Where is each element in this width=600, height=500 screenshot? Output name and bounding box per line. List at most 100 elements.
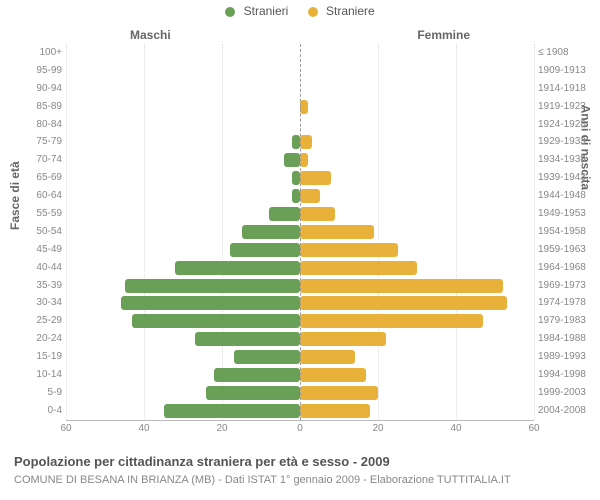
- bar-female: [300, 314, 483, 328]
- bar-female: [300, 153, 308, 167]
- bar-female-container: [300, 279, 503, 293]
- age-label: 95-99: [14, 62, 62, 80]
- bar-male-container: [292, 189, 300, 203]
- bar-female-container: [300, 171, 331, 185]
- bar-female-container: [300, 386, 378, 400]
- bar-male-container: [284, 153, 300, 167]
- bar-female-container: [300, 261, 417, 275]
- bar-female-container: [300, 296, 507, 310]
- birth-label: 2004-2008: [538, 402, 596, 420]
- birth-label: 1979-1983: [538, 312, 596, 330]
- age-label: 0-4: [14, 402, 62, 420]
- bar-female-container: [300, 350, 355, 364]
- x-tick: 20: [372, 423, 383, 434]
- x-tick: 60: [60, 423, 71, 434]
- chart-legend: Stranieri Straniere: [0, 4, 600, 18]
- birth-label: 1994-1998: [538, 366, 596, 384]
- legend-label-female: Straniere: [326, 4, 375, 18]
- bar-male-container: [234, 350, 300, 364]
- bar-female: [300, 279, 503, 293]
- birth-label: 1934-1938: [538, 151, 596, 169]
- bar-female-container: [300, 404, 370, 418]
- age-label: 25-29: [14, 312, 62, 330]
- bar-male: [284, 153, 300, 167]
- age-label: 45-49: [14, 241, 62, 259]
- column-title-female: Femmine: [417, 28, 470, 42]
- bar-male: [121, 296, 300, 310]
- age-label: 35-39: [14, 277, 62, 295]
- bar-male-container: [206, 386, 300, 400]
- bar-male-container: [292, 171, 300, 185]
- bar-female-container: [300, 243, 398, 257]
- bar-female: [300, 189, 320, 203]
- bar-female: [300, 386, 378, 400]
- bar-male-container: [269, 207, 300, 221]
- bar-male: [195, 332, 300, 346]
- bar-female-container: [300, 332, 386, 346]
- bar-female: [300, 404, 370, 418]
- x-tick: 40: [138, 423, 149, 434]
- bar-male-container: [214, 368, 300, 382]
- chart-subtitle: COMUNE DI BESANA IN BRIANZA (MB) - Dati …: [14, 474, 511, 486]
- legend-label-male: Stranieri: [244, 4, 289, 18]
- bar-female-container: [300, 189, 320, 203]
- age-label: 50-54: [14, 223, 62, 241]
- birth-label: 1964-1968: [538, 259, 596, 277]
- bar-male-container: [121, 296, 300, 310]
- bar-male-container: [292, 135, 300, 149]
- bar-female: [300, 171, 331, 185]
- bar-female-container: [300, 135, 312, 149]
- bar-female: [300, 350, 355, 364]
- birth-label: 1974-1978: [538, 294, 596, 312]
- legend-item-male: Stranieri: [225, 4, 288, 18]
- birth-label: 1984-1988: [538, 330, 596, 348]
- birth-label: 1929-1933: [538, 133, 596, 151]
- bar-male: [206, 386, 300, 400]
- x-tick: 60: [528, 423, 539, 434]
- age-label: 80-84: [14, 116, 62, 134]
- age-label: 5-9: [14, 384, 62, 402]
- bar-female: [300, 100, 308, 114]
- x-tick: 40: [450, 423, 461, 434]
- legend-item-female: Straniere: [308, 4, 375, 18]
- age-label: 65-69: [14, 169, 62, 187]
- bar-male: [292, 171, 300, 185]
- bar-female: [300, 332, 386, 346]
- bar-male: [230, 243, 300, 257]
- age-label: 15-19: [14, 348, 62, 366]
- bar-male-container: [125, 279, 301, 293]
- bar-female-container: [300, 100, 308, 114]
- legend-dot-female: [308, 7, 318, 17]
- birth-label: ≤ 1908: [538, 44, 596, 62]
- age-label: 60-64: [14, 187, 62, 205]
- birth-label: 1954-1958: [538, 223, 596, 241]
- bar-male: [214, 368, 300, 382]
- age-label: 75-79: [14, 133, 62, 151]
- bar-female-container: [300, 153, 308, 167]
- age-label: 100+: [14, 44, 62, 62]
- bar-male: [125, 279, 301, 293]
- bar-male-container: [195, 332, 300, 346]
- bar-male: [175, 261, 300, 275]
- bar-female-container: [300, 207, 335, 221]
- birth-label: 1939-1943: [538, 169, 596, 187]
- birth-label: 1969-1973: [538, 277, 596, 295]
- birth-label: 1989-1993: [538, 348, 596, 366]
- gridline: [534, 44, 535, 420]
- bar-female-container: [300, 314, 483, 328]
- birth-label: 1999-2003: [538, 384, 596, 402]
- column-title-male: Maschi: [130, 28, 171, 42]
- age-label: 90-94: [14, 80, 62, 98]
- bar-female: [300, 368, 366, 382]
- age-label: 55-59: [14, 205, 62, 223]
- x-tick: 20: [216, 423, 227, 434]
- birth-label: 1909-1913: [538, 62, 596, 80]
- legend-dot-male: [225, 7, 235, 17]
- bar-male: [269, 207, 300, 221]
- birth-label: 1924-1928: [538, 116, 596, 134]
- bar-female: [300, 261, 417, 275]
- bar-male-container: [132, 314, 300, 328]
- bar-male: [234, 350, 300, 364]
- age-label: 70-74: [14, 151, 62, 169]
- bar-female: [300, 225, 374, 239]
